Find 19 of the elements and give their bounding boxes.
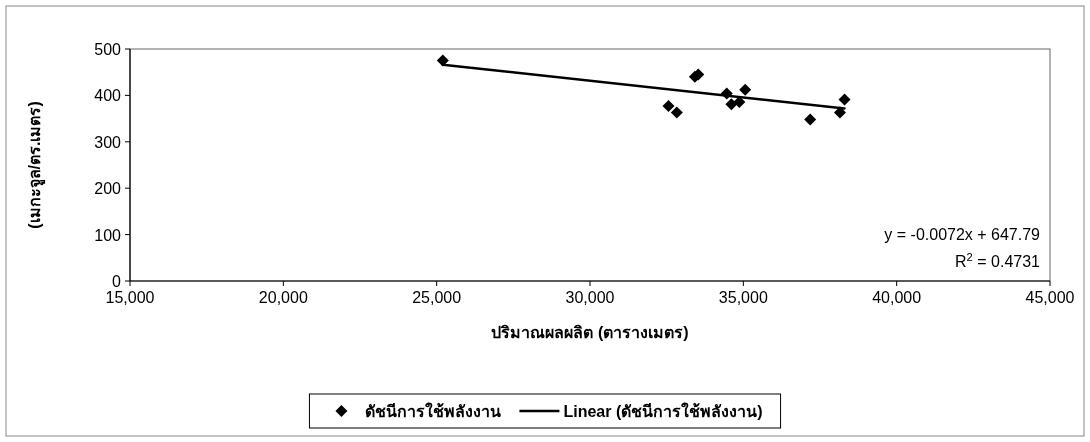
x-tick-label: 25,000 [412, 289, 462, 306]
annotation: y = -0.0072x + 647.79 [884, 226, 1041, 243]
legend-label: Linear (ดัชนีการใช้พลังงาน) [563, 402, 763, 420]
x-tick-label: 40,000 [872, 289, 922, 306]
y-tick-label: 400 [94, 87, 122, 105]
y-tick-label: 0 [112, 273, 122, 290]
x-tick-label: 20,000 [258, 289, 308, 306]
legend-label: ดัชนีการใช้พลังงาน [365, 402, 502, 420]
x-tick-label: 45,000 [1025, 289, 1075, 306]
y-axis-title: (เมกะจูล/ตร.เมตร) [26, 101, 46, 229]
y-tick-label: 200 [94, 180, 122, 198]
x-tick-label: 30,000 [565, 289, 615, 306]
y-tick-label: 300 [94, 133, 122, 151]
x-axis-title: ปริมาณผลผลิต (ตารางเมตร) [491, 324, 689, 341]
y-tick-label: 100 [94, 226, 122, 244]
x-tick-label: 35,000 [718, 289, 768, 306]
x-tick-label: 15,000 [105, 289, 155, 306]
y-tick-label: 500 [94, 41, 122, 58]
annotation: R$^{2}$ = 0.4731 [955, 251, 1041, 270]
